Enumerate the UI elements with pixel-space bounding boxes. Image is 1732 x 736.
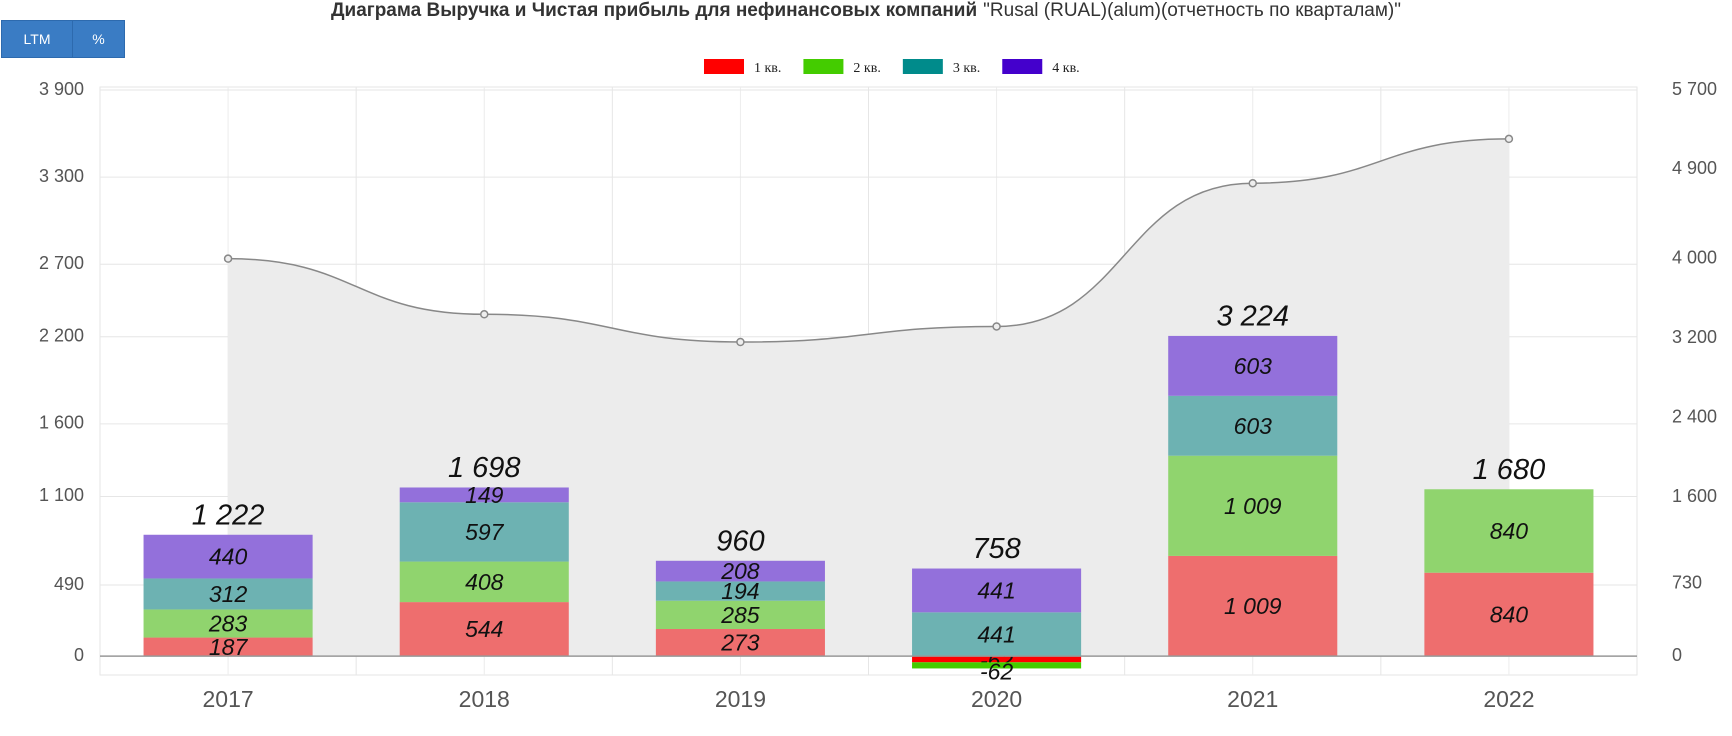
total-label: 3 224: [1216, 301, 1289, 333]
chart-title: Диаграма Выручка и Чистая прибыль для не…: [331, 0, 977, 21]
bar-segment: [1168, 395, 1338, 456]
bar-segment: [399, 487, 569, 503]
bar-value-label: 597: [465, 519, 505, 545]
bar-segment: [399, 602, 569, 657]
area: [228, 138, 1509, 657]
y2-tick-label: 4 000: [1672, 248, 1717, 268]
x-tick-label: 2022: [1483, 686, 1534, 712]
y-tick-label: 1 100: [39, 485, 84, 505]
line-point: [992, 322, 1001, 331]
bar-segment: [1424, 489, 1594, 573]
plot-area: [99, 86, 1638, 676]
bar-value-label: 1 009: [1224, 493, 1282, 519]
x-tick-label: 2020: [971, 686, 1022, 712]
legend-swatch: [1002, 59, 1043, 74]
legend-label: 3 кв.: [953, 61, 980, 76]
bar-value-label: -62: [980, 658, 1013, 684]
bar-value-label: 441: [977, 621, 1015, 647]
bar-value-label: 208: [720, 558, 760, 584]
bar-value-label: 840: [1490, 601, 1529, 627]
bar-segment: [1168, 555, 1338, 657]
y-tick-label: 3 900: [39, 79, 84, 99]
button[interactable]: LTM: [1, 20, 73, 58]
legend-swatch: [704, 59, 744, 74]
bar-segment: [143, 578, 313, 610]
bar-value-label: 187: [209, 634, 249, 660]
y-tick-label: 0: [74, 645, 84, 665]
bar-value-label: -62: [980, 647, 1013, 673]
line: [228, 138, 1509, 343]
total-label: 1 698: [448, 452, 521, 484]
line-point: [736, 337, 745, 347]
y2-tick-label: 1 600: [1672, 486, 1717, 506]
bar-value-label: 603: [1234, 353, 1273, 379]
bar-segment: [143, 637, 313, 657]
legend-swatch: [803, 59, 844, 74]
y2-tick-label: 3 200: [1672, 327, 1717, 347]
bar-segment: [399, 502, 569, 562]
bar-value-label: 603: [1234, 413, 1273, 439]
bar-value-label: 312: [209, 581, 248, 607]
bar-segment: [912, 662, 1082, 669]
bar-value-label: 440: [209, 544, 248, 570]
total-label: 758: [972, 533, 1020, 565]
bar-value-label: 1 009: [1224, 593, 1282, 619]
y2-tick-label: 730: [1672, 572, 1702, 592]
legend-label: 1 кв.: [754, 61, 781, 76]
bar-value-label: 408: [465, 569, 504, 595]
chart-subtitle: "Rusal (RUAL)(alum)(отчетность по кварта…: [983, 0, 1401, 21]
bar-value-label: 149: [465, 482, 504, 508]
y2-tick-label: 0: [1672, 645, 1682, 665]
bar-segment: [1168, 335, 1338, 396]
bar-segment: [655, 629, 825, 657]
bar-value-label: 194: [721, 578, 759, 604]
bar-value-label: 544: [465, 616, 503, 642]
x-tick-label: 2021: [1227, 686, 1278, 712]
button[interactable]: %: [72, 20, 125, 58]
line-point: [480, 310, 489, 319]
bar-value-label: 273: [720, 630, 760, 656]
y2-tick-label: 2 400: [1672, 407, 1717, 427]
bar-value-label: 283: [208, 611, 248, 637]
bar-segment: [143, 609, 313, 638]
y-tick-label: 2 200: [39, 326, 84, 346]
legend-swatch: [902, 59, 943, 74]
line-point: [223, 254, 233, 263]
bar-segment: [912, 656, 1082, 663]
y2-tick-label: 5 700: [1672, 79, 1717, 99]
total-label: 1 680: [1473, 454, 1546, 486]
bar-segment: [655, 600, 825, 630]
x-tick-label: 2018: [459, 686, 510, 712]
bar-segment: [1424, 572, 1594, 657]
legend-label: 4 кв.: [1052, 61, 1079, 76]
legend-label: 2 кв.: [853, 61, 880, 76]
x-tick-label: 2019: [715, 686, 766, 712]
y-tick-label: 1 600: [39, 413, 84, 433]
line-point: [1504, 134, 1514, 144]
bar-segment: [655, 560, 825, 582]
bar-value-label: 285: [720, 602, 760, 628]
bar-segment: [912, 568, 1082, 613]
bar-segment: [143, 534, 313, 579]
bar-segment: [399, 561, 569, 603]
y-tick-label: 3 300: [39, 166, 84, 186]
y-tick-label: 490: [54, 574, 84, 594]
bar-value-label: 441: [977, 578, 1015, 604]
y2-tick-label: 4 900: [1672, 158, 1717, 178]
total-label: 960: [716, 525, 764, 557]
total-label: 1 222: [192, 499, 265, 531]
bar-value-label: 840: [1490, 518, 1529, 544]
y-tick-label: 2 700: [39, 253, 84, 273]
line-point: [1248, 178, 1257, 188]
bar-segment: [655, 581, 825, 601]
x-tick-label: 2017: [202, 686, 253, 712]
bar-segment: [912, 612, 1082, 657]
bar-segment: [1168, 455, 1338, 556]
